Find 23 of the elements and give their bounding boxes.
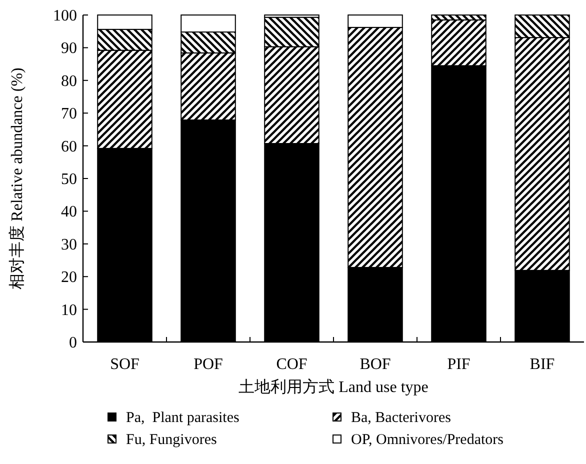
legend-label: Fu, Fungivores — [126, 432, 218, 448]
y-tick-label: 100 — [53, 8, 77, 24]
y-tick-label: 80 — [61, 72, 77, 90]
y-tick-label: 30 — [61, 236, 77, 254]
y-tick-label: 50 — [61, 171, 77, 188]
y-tick-label: 60 — [61, 138, 77, 156]
legend-label: Ba, Bacterivores — [351, 410, 452, 426]
y-tick-label: 40 — [61, 204, 77, 221]
x-tick-label: PIF — [447, 356, 470, 373]
y-tick-label: 90 — [61, 40, 77, 58]
y-tick-label: 70 — [61, 106, 77, 123]
x-tick-label: BOF — [360, 356, 391, 373]
y-tick-label: 0 — [69, 334, 77, 352]
x-tick-label: POF — [194, 356, 224, 373]
x-tick-label: BIF — [530, 356, 555, 373]
y-axis-title: 相对丰度 Relative abundance (%) — [8, 68, 26, 290]
legend-label: OP, Omnivores/Predators — [351, 432, 504, 448]
legend-label: Pa, Plant parasites — [126, 410, 240, 426]
y-tick-label: 10 — [61, 302, 77, 319]
x-axis-title: 土地利用方式 Land use type — [238, 378, 428, 396]
x-tick-label: COF — [276, 356, 308, 373]
y-tick-label: 20 — [61, 269, 77, 286]
x-tick-label: SOF — [110, 356, 140, 373]
